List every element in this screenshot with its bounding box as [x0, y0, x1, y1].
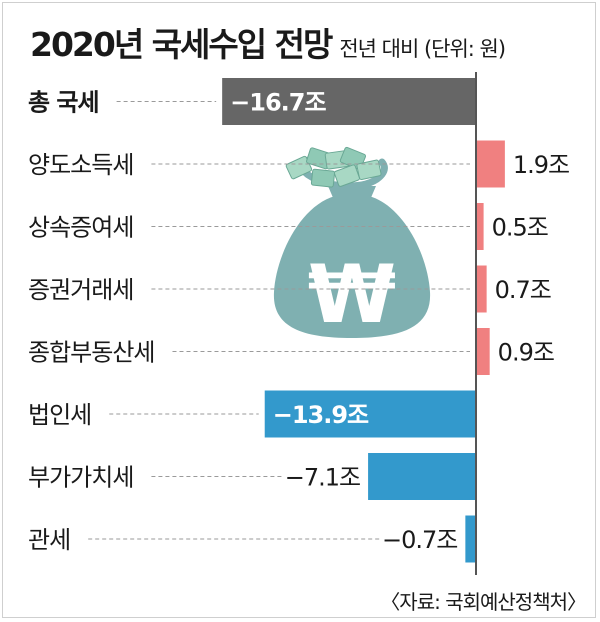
category-label: 총 국세: [28, 89, 99, 117]
value-label: 0.5조: [492, 214, 548, 242]
banknote: [356, 159, 382, 181]
chart-subtitle: 전년 대비 (단위: 원): [339, 37, 506, 61]
category-label: 증권거래세: [28, 276, 133, 304]
bar: [476, 203, 484, 250]
money-bag-illustration: ₩: [273, 146, 431, 341]
won-sign-icon: ₩: [308, 248, 396, 341]
category-label: 법인세: [28, 401, 91, 429]
value-label: −0.7조: [382, 526, 457, 554]
category-label: 관세: [28, 526, 70, 554]
value-label: −16.7조: [230, 89, 326, 117]
category-label: 부가가치세: [28, 464, 133, 492]
bar: [368, 453, 476, 500]
banknote: [310, 168, 336, 188]
bar: [264, 390, 476, 438]
banknote: [333, 164, 360, 187]
value-label: 0.7조: [495, 276, 551, 304]
category-label: 종합부동산세: [28, 339, 154, 367]
value-label: −13.9조: [273, 401, 369, 429]
money-bag-neck: [328, 186, 376, 200]
category-label: 양도소득세: [28, 151, 133, 179]
bar: [476, 328, 490, 375]
category-label: 상속증여세: [28, 214, 133, 242]
bar: [222, 78, 476, 125]
bar: [476, 265, 487, 313]
bar: [476, 140, 505, 188]
bar: [465, 515, 476, 563]
value-label: 1.9조: [513, 151, 569, 179]
chart-title: 2020년 국세수입 전망: [30, 25, 333, 64]
title-block: 2020년 국세수입 전망 전년 대비 (단위: 원): [30, 18, 506, 66]
source-note: 〈자료: 국회예산정책처〉: [380, 590, 587, 614]
money-bag-body: [273, 196, 431, 338]
value-label: 0.9조: [498, 339, 554, 367]
value-label: −7.1조: [285, 464, 360, 492]
